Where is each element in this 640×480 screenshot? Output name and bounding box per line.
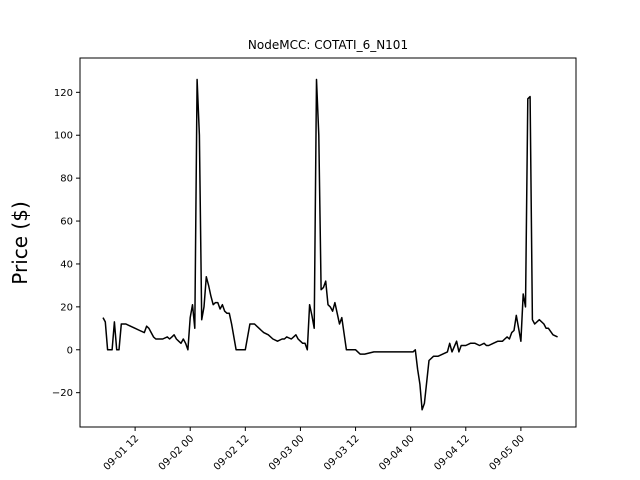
y-tick-label: 100 bbox=[54, 131, 73, 142]
y-axis-label: Price ($) bbox=[8, 201, 32, 284]
plot-content bbox=[102, 78, 558, 411]
y-tick-label: 0 bbox=[67, 345, 73, 356]
y-tick-label: −20 bbox=[52, 388, 73, 399]
y-tick-label: 120 bbox=[54, 88, 73, 99]
y-tick-label: 40 bbox=[60, 259, 73, 270]
y-tick-label: 80 bbox=[60, 174, 73, 185]
series-line-0 bbox=[102, 78, 558, 411]
chart-title: NodeMCC: COTATI_6_N101 bbox=[248, 38, 408, 52]
plot-frame bbox=[79, 57, 577, 428]
y-tick-label: 20 bbox=[60, 302, 73, 313]
y-tick-label: 60 bbox=[60, 217, 73, 228]
y-axis-ticks: −20 0 20 40 60 80 100 120 bbox=[52, 88, 80, 399]
